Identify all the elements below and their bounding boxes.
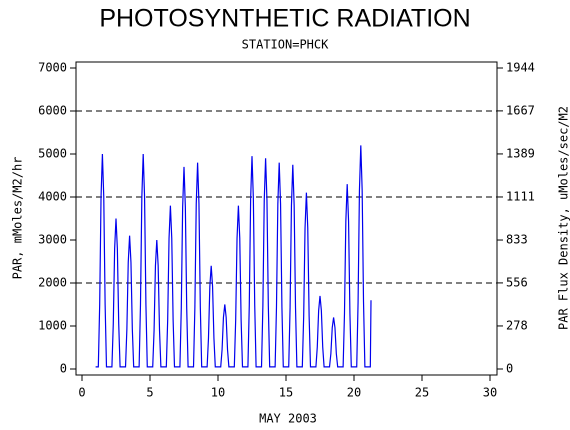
- data-line: [95, 145, 372, 368]
- y-tick-label: 4000: [38, 190, 67, 204]
- x-axis-label: MAY 2003: [259, 412, 317, 426]
- plot-frame: [75, 61, 498, 376]
- y2-tick-label: 556: [506, 275, 528, 289]
- y-tick-label: 1000: [38, 319, 67, 333]
- y2-tick-label: 1389: [506, 146, 535, 160]
- x-tick-label: 25: [415, 386, 429, 400]
- y-axis-label: PAR, mMoles/M2/hr: [11, 157, 25, 280]
- x-tick-label: 5: [146, 386, 153, 400]
- y2-tick-label: 1667: [506, 103, 535, 117]
- chart-subtitle: STATION=PHCK: [242, 38, 329, 52]
- y2-tick-label: 0: [506, 362, 513, 376]
- y2-tick-label: 833: [506, 233, 528, 247]
- y2-tick-label: 278: [506, 318, 528, 332]
- y-tick-label: 3000: [38, 233, 67, 247]
- x-tick-label: 15: [279, 386, 293, 400]
- y-tick-label: 2000: [38, 276, 67, 290]
- y-tick-label: 6000: [38, 104, 67, 118]
- y-tick-label: 5000: [38, 147, 67, 161]
- y-tick-label: 0: [60, 362, 67, 376]
- y2-tick-label: 1944: [506, 61, 535, 75]
- y2-axis-label: PAR Flux Density, uMoles/sec/M2: [557, 106, 570, 330]
- y-tick-label: 7000: [38, 61, 67, 75]
- x-tick-label: 10: [211, 386, 225, 400]
- x-tick-label: 20: [347, 386, 361, 400]
- y2-tick-label: 1111: [506, 189, 535, 203]
- chart-title: PHOTOSYNTHETIC RADIATION: [99, 5, 470, 33]
- x-tick-label: 0: [78, 386, 85, 400]
- x-tick-label: 30: [483, 386, 497, 400]
